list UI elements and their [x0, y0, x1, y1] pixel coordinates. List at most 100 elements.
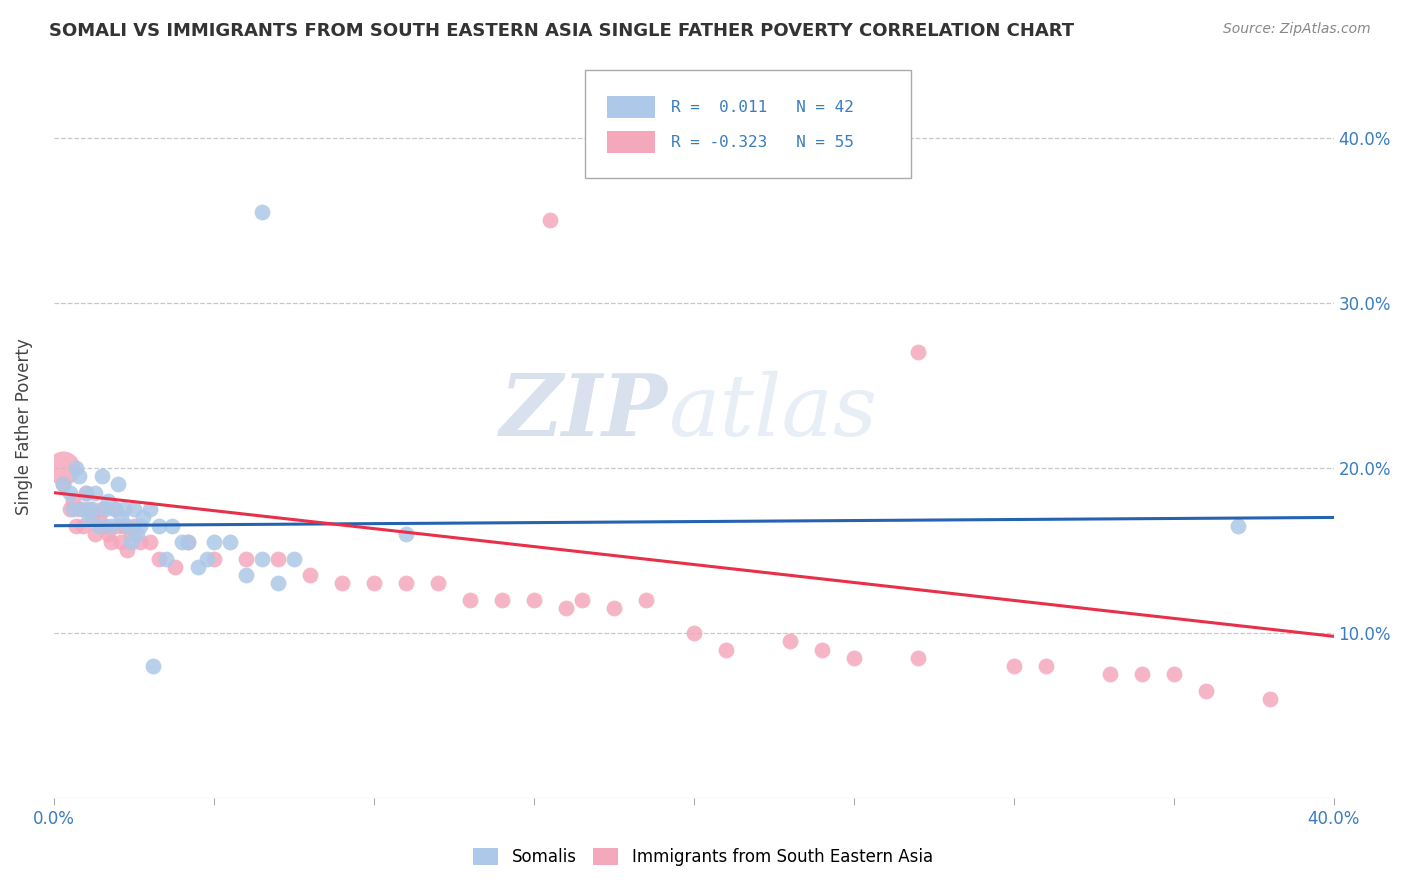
Point	[90, 502, 112, 516]
Point	[1002, 659, 1025, 673]
Point	[267, 576, 290, 591]
Point	[907, 650, 929, 665]
Point	[491, 593, 513, 607]
Point	[160, 518, 183, 533]
Point	[112, 518, 135, 533]
Point	[67, 502, 90, 516]
Point	[62, 502, 84, 516]
Point	[298, 568, 321, 582]
Point	[75, 485, 97, 500]
Point	[65, 518, 87, 533]
Point	[1163, 667, 1185, 681]
Point	[714, 642, 737, 657]
Point	[235, 568, 257, 582]
Point	[72, 502, 94, 516]
Point	[148, 518, 170, 533]
Point	[554, 601, 576, 615]
Point	[330, 576, 353, 591]
Point	[117, 543, 139, 558]
Point	[458, 593, 481, 607]
Point	[571, 593, 593, 607]
Bar	[607, 131, 655, 153]
Point	[218, 535, 240, 549]
Point	[779, 634, 801, 648]
Point	[139, 502, 162, 516]
Text: SOMALI VS IMMIGRANTS FROM SOUTH EASTERN ASIA SINGLE FATHER POVERTY CORRELATION C: SOMALI VS IMMIGRANTS FROM SOUTH EASTERN …	[49, 22, 1074, 40]
Point	[810, 642, 832, 657]
Text: R =  0.011   N = 42: R = 0.011 N = 42	[671, 100, 853, 115]
Point	[155, 551, 177, 566]
Point	[104, 502, 127, 516]
Point	[267, 551, 290, 566]
Point	[538, 213, 561, 227]
Text: Source: ZipAtlas.com: Source: ZipAtlas.com	[1223, 22, 1371, 37]
Point	[197, 551, 219, 566]
Point	[187, 560, 209, 574]
Point	[142, 659, 165, 673]
Point	[1098, 667, 1121, 681]
Point	[107, 477, 129, 491]
Point	[235, 551, 257, 566]
Point	[363, 576, 385, 591]
Point	[104, 502, 127, 516]
Point	[148, 551, 170, 566]
Point	[59, 485, 82, 500]
Point	[90, 469, 112, 483]
Point	[842, 650, 865, 665]
Text: atlas: atlas	[668, 370, 877, 453]
Point	[177, 535, 200, 549]
Point	[1035, 659, 1057, 673]
Point	[129, 518, 152, 533]
Point	[132, 510, 155, 524]
Text: R = -0.323   N = 55: R = -0.323 N = 55	[671, 135, 853, 150]
Point	[107, 518, 129, 533]
Point	[52, 461, 75, 475]
Point	[52, 477, 75, 491]
Point	[122, 502, 145, 516]
Point	[682, 626, 704, 640]
Point	[100, 518, 122, 533]
Point	[603, 601, 626, 615]
Point	[120, 535, 142, 549]
Point	[72, 518, 94, 533]
Point	[1195, 683, 1218, 698]
Point	[139, 535, 162, 549]
Bar	[607, 96, 655, 119]
Point	[907, 345, 929, 359]
Point	[52, 477, 75, 491]
Point	[120, 527, 142, 541]
Point	[523, 593, 546, 607]
Point	[84, 485, 107, 500]
Point	[125, 527, 148, 541]
Legend: Somalis, Immigrants from South Eastern Asia: Somalis, Immigrants from South Eastern A…	[467, 841, 939, 873]
Point	[395, 576, 418, 591]
Point	[87, 510, 110, 524]
Point	[634, 593, 657, 607]
Point	[165, 560, 187, 574]
Point	[170, 535, 193, 549]
Point	[117, 518, 139, 533]
Point	[110, 535, 132, 549]
Point	[110, 510, 132, 524]
Point	[100, 535, 122, 549]
Point	[129, 535, 152, 549]
Point	[62, 494, 84, 508]
Point	[67, 469, 90, 483]
Point	[94, 518, 117, 533]
Point	[77, 510, 100, 524]
Point	[1258, 692, 1281, 706]
Point	[87, 518, 110, 533]
Point	[395, 527, 418, 541]
Point	[250, 205, 273, 219]
Point	[177, 535, 200, 549]
Point	[283, 551, 305, 566]
Point	[84, 527, 107, 541]
Point	[97, 527, 120, 541]
FancyBboxPatch shape	[585, 70, 911, 178]
Point	[112, 502, 135, 516]
Point	[426, 576, 449, 591]
Point	[65, 461, 87, 475]
Point	[202, 551, 225, 566]
Point	[82, 502, 104, 516]
Point	[94, 502, 117, 516]
